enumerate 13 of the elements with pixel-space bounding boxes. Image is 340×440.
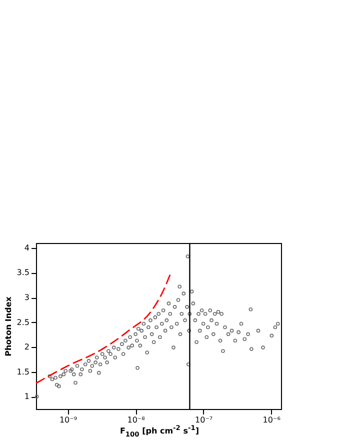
x-tick-label: 10⁻⁶	[262, 416, 280, 424]
y-axis-title: Photon Index	[4, 296, 13, 356]
x-tick-label: 10⁻⁸	[127, 416, 145, 424]
y-tick-label: 3.5	[16, 268, 30, 278]
y-tick-label: 2	[24, 342, 30, 352]
x-tick-label: 10⁻⁷	[195, 416, 213, 424]
y-tick-label: 1	[24, 392, 30, 402]
y-tick-label: 4	[24, 243, 30, 252]
x-tick-label: 10⁻⁹	[59, 416, 78, 424]
y-tick-label: 3	[24, 293, 30, 302]
y-tick-label: 2.5	[16, 318, 30, 327]
y-tick-label: 1.5	[16, 367, 30, 376]
x-axis-title: F$_{100}$ [ph cm$^{-2}$ s$^{-1}$]	[118, 423, 200, 440]
